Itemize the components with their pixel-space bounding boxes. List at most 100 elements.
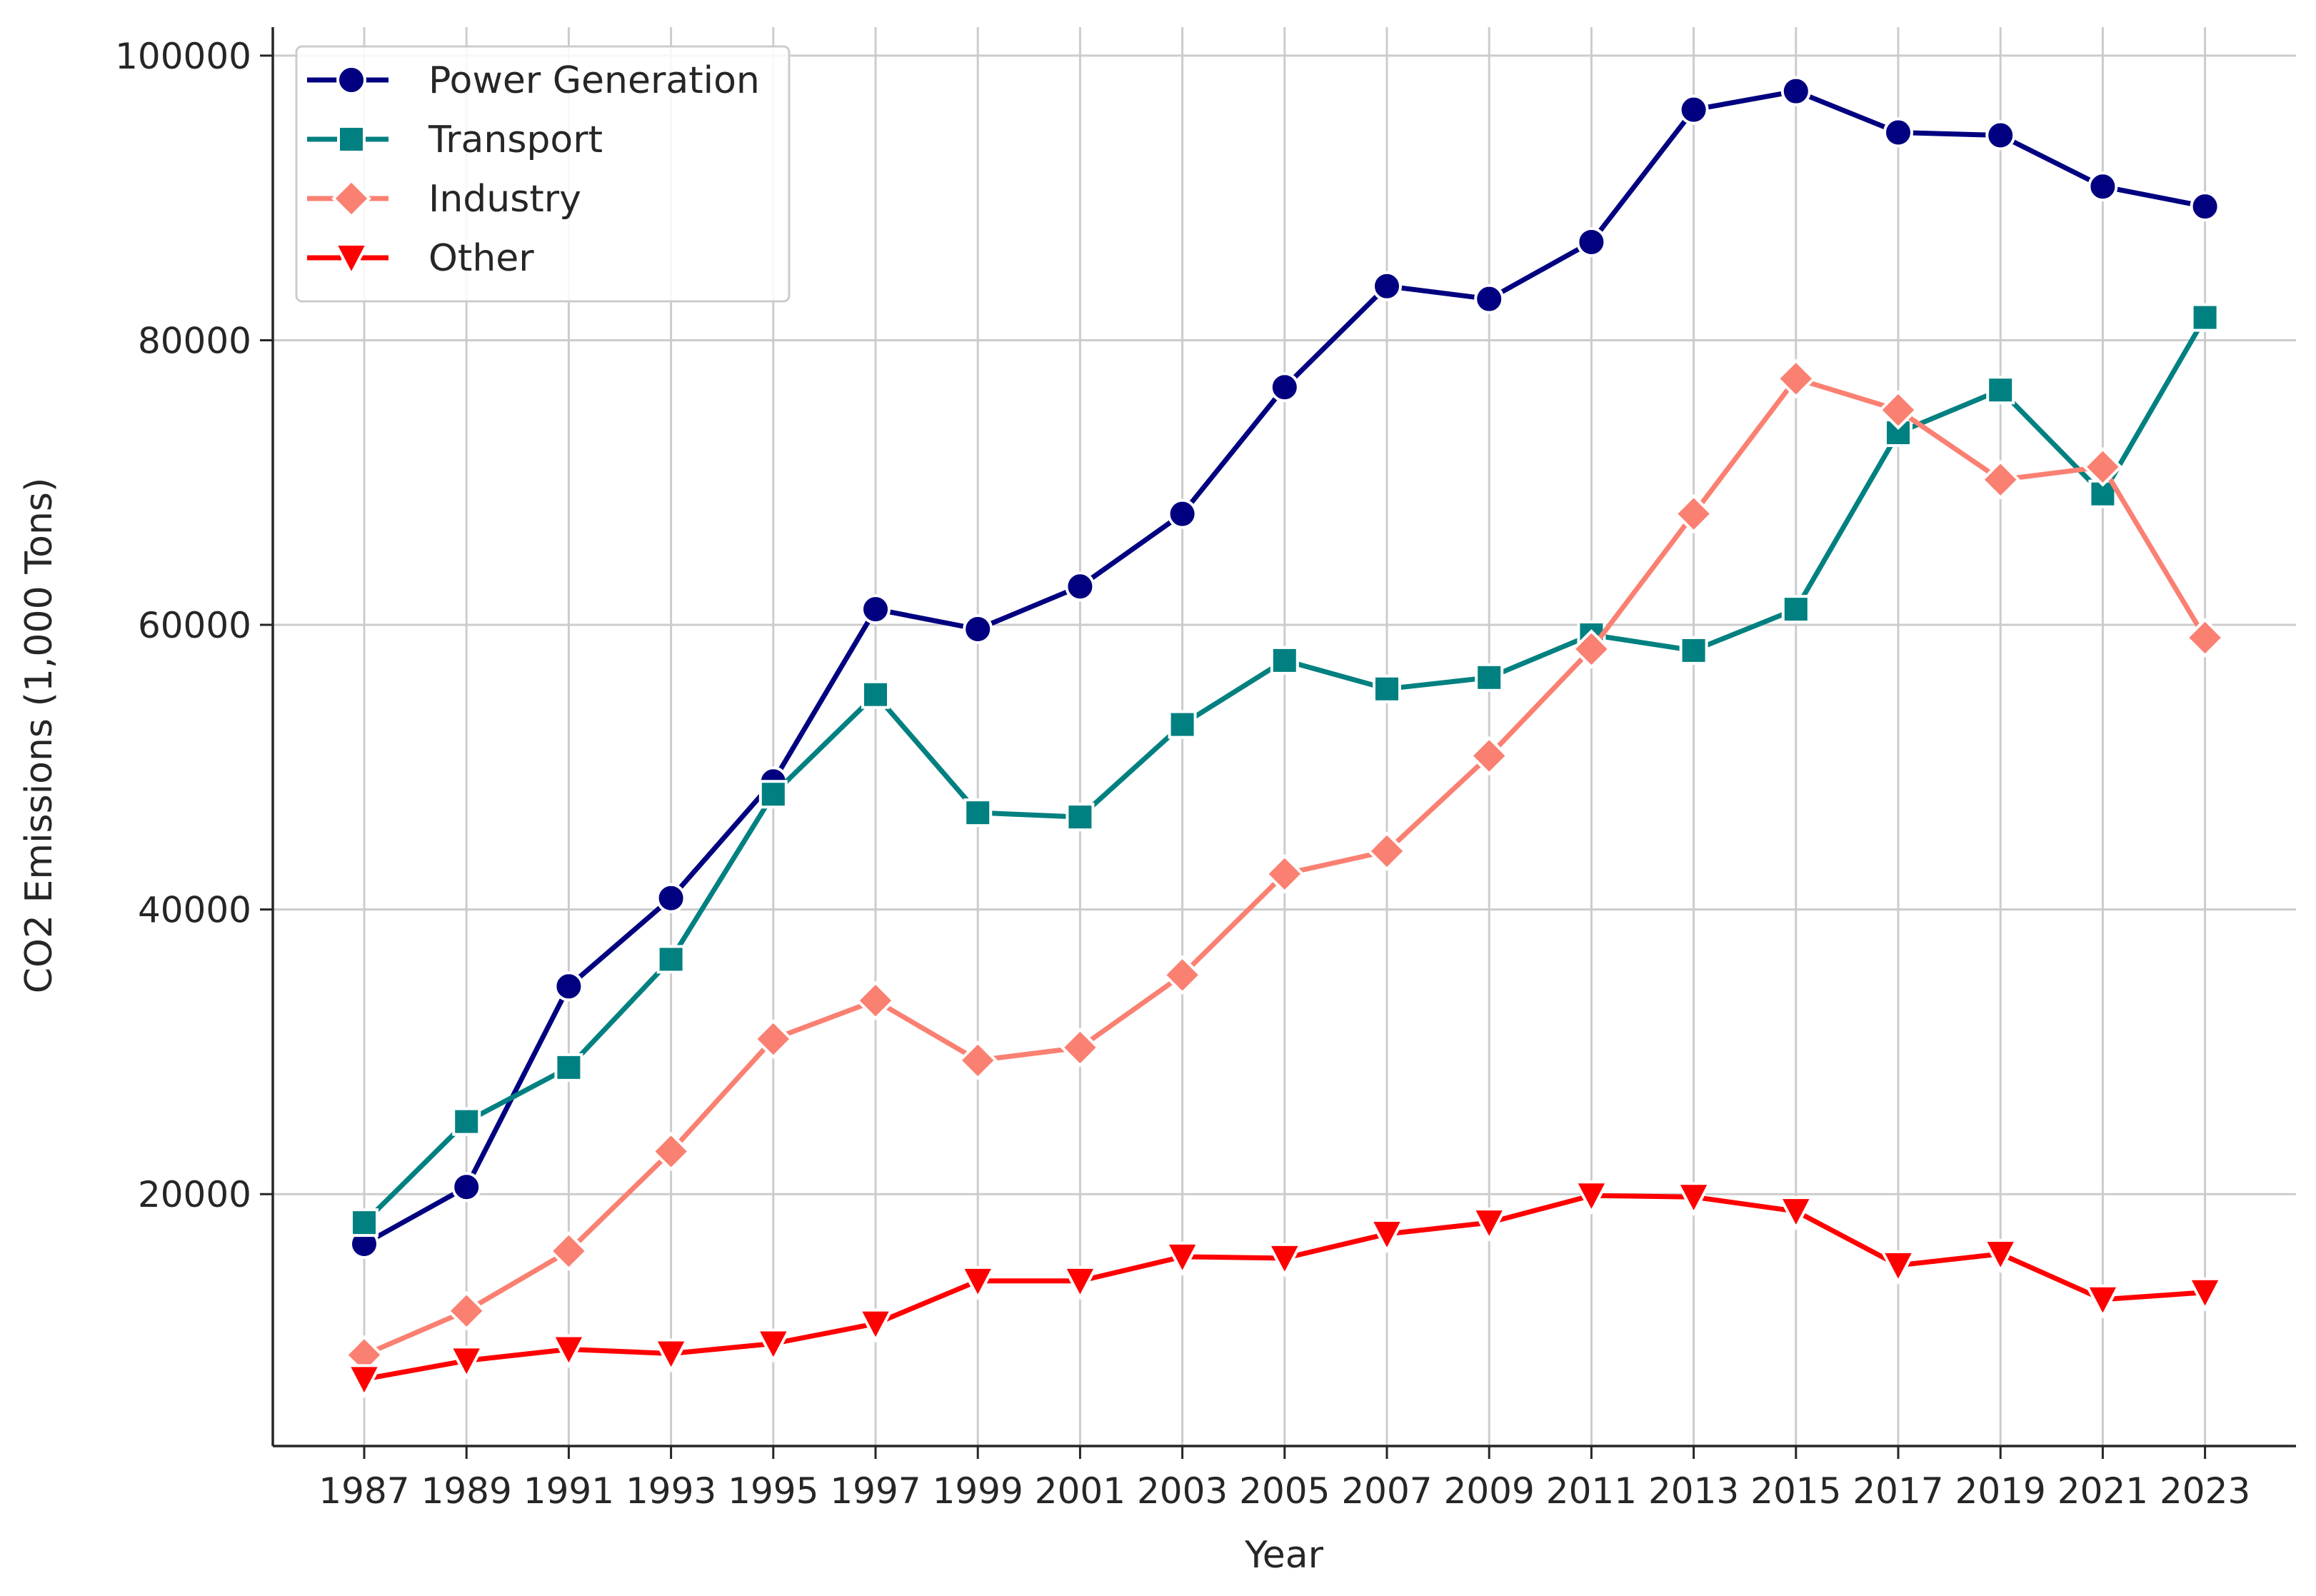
series-other bbox=[346, 1180, 2223, 1399]
data-point bbox=[446, 1290, 487, 1331]
data-point bbox=[653, 1338, 689, 1373]
data-point bbox=[861, 680, 890, 709]
data-point bbox=[448, 1345, 485, 1380]
data-point bbox=[2187, 1277, 2223, 1313]
data-point bbox=[1372, 271, 1402, 301]
x-tick-label: 2011 bbox=[1546, 1470, 1637, 1512]
data-point bbox=[1573, 1180, 1610, 1215]
y-tick-label: 20000 bbox=[138, 1174, 251, 1215]
legend-label: Industry bbox=[428, 178, 581, 221]
data-point bbox=[350, 1208, 379, 1238]
data-point bbox=[551, 1334, 587, 1369]
data-point bbox=[758, 780, 788, 809]
data-point bbox=[651, 1131, 691, 1172]
x-tick-label: 2013 bbox=[1648, 1470, 1739, 1512]
data-point bbox=[2082, 447, 2123, 487]
data-point bbox=[1985, 120, 2016, 151]
data-point bbox=[1167, 498, 1198, 529]
x-tick-label: 2005 bbox=[1239, 1470, 1330, 1512]
data-point bbox=[1470, 1208, 1508, 1243]
data-point bbox=[1264, 853, 1305, 894]
data-point bbox=[1266, 1243, 1303, 1278]
data-point bbox=[554, 1053, 583, 1082]
data-point bbox=[755, 1328, 792, 1363]
data-point bbox=[1269, 372, 1300, 403]
data-point bbox=[2085, 1284, 2121, 1320]
legend-marker bbox=[337, 125, 366, 154]
data-point bbox=[1986, 376, 2015, 405]
data-point bbox=[963, 614, 993, 645]
data-point bbox=[1270, 646, 1299, 675]
data-point bbox=[1781, 595, 1810, 624]
data-point bbox=[861, 594, 891, 625]
data-point bbox=[1675, 1182, 1712, 1217]
y-tick-label: 100000 bbox=[115, 36, 251, 77]
x-tick-label: 1989 bbox=[421, 1470, 512, 1512]
data-point bbox=[1475, 663, 1504, 692]
data-point bbox=[1065, 571, 1096, 602]
x-tick-label: 1999 bbox=[933, 1470, 1023, 1512]
legend-label: Power Generation bbox=[428, 59, 760, 102]
x-tick-label: 1993 bbox=[626, 1470, 716, 1512]
data-point bbox=[1062, 1265, 1098, 1301]
series-transport bbox=[350, 303, 2220, 1238]
data-point bbox=[2190, 191, 2220, 222]
data-point bbox=[1571, 629, 1612, 669]
data-point bbox=[1060, 1028, 1101, 1068]
data-point bbox=[1474, 283, 1505, 314]
legend-label: Transport bbox=[428, 119, 603, 161]
data-point bbox=[963, 798, 993, 828]
x-tick-label: 2021 bbox=[2057, 1470, 2148, 1512]
x-tick-label: 2003 bbox=[1137, 1470, 1228, 1512]
x-tick-label: 2015 bbox=[1750, 1470, 1841, 1512]
x-tick-label: 2017 bbox=[1853, 1470, 1943, 1512]
data-point bbox=[1678, 94, 1709, 125]
legend-marker bbox=[333, 243, 370, 278]
data-point bbox=[1775, 358, 1816, 399]
x-tick-label: 1997 bbox=[830, 1470, 921, 1512]
x-tick-label: 1995 bbox=[728, 1470, 818, 1512]
data-point bbox=[1168, 710, 1197, 739]
data-point bbox=[553, 971, 584, 1002]
legend-label: Other bbox=[428, 237, 534, 280]
data-point bbox=[1980, 459, 2021, 500]
data-point bbox=[451, 1172, 482, 1203]
x-tick-label: 2023 bbox=[2160, 1470, 2250, 1512]
y-tick-label: 80000 bbox=[138, 320, 251, 361]
data-point bbox=[2190, 303, 2220, 332]
data-point bbox=[753, 1019, 793, 1059]
y-tick-label: 60000 bbox=[138, 605, 251, 646]
data-point bbox=[1878, 390, 1918, 430]
y-axis-title: CO2 Emissions (1,000 Tons) bbox=[18, 478, 61, 994]
x-tick-label: 2019 bbox=[1955, 1470, 2046, 1512]
data-point bbox=[958, 1040, 998, 1080]
data-point bbox=[1778, 1196, 1815, 1231]
data-point bbox=[346, 1364, 383, 1399]
data-point bbox=[1883, 117, 1913, 148]
data-point bbox=[1780, 76, 1811, 106]
data-point bbox=[1066, 803, 1095, 832]
data-point bbox=[857, 1308, 894, 1343]
data-point bbox=[2185, 618, 2225, 658]
data-point bbox=[452, 1107, 481, 1136]
y-tick-label: 40000 bbox=[138, 890, 251, 931]
data-point bbox=[1368, 1219, 1405, 1254]
data-point bbox=[2087, 171, 2118, 202]
data-point bbox=[1679, 636, 1708, 665]
legend: Power Generation Transport Industry Other bbox=[295, 45, 791, 303]
legend-frame bbox=[295, 45, 791, 303]
x-tick-label: 2009 bbox=[1444, 1470, 1535, 1512]
data-point bbox=[1880, 1250, 1917, 1285]
data-point bbox=[1673, 493, 1714, 534]
x-tick-label: 2007 bbox=[1341, 1470, 1432, 1512]
x-tick-label: 2001 bbox=[1035, 1470, 1126, 1512]
x-tick-label: 1991 bbox=[523, 1470, 614, 1512]
series-industry bbox=[344, 358, 2225, 1375]
x-tick-label: 1987 bbox=[319, 1470, 409, 1512]
x-axis-title: Year bbox=[1244, 1534, 1324, 1577]
data-point bbox=[1162, 955, 1203, 995]
legend-marker bbox=[331, 179, 371, 219]
data-point bbox=[548, 1231, 589, 1271]
data-point bbox=[1576, 226, 1607, 257]
